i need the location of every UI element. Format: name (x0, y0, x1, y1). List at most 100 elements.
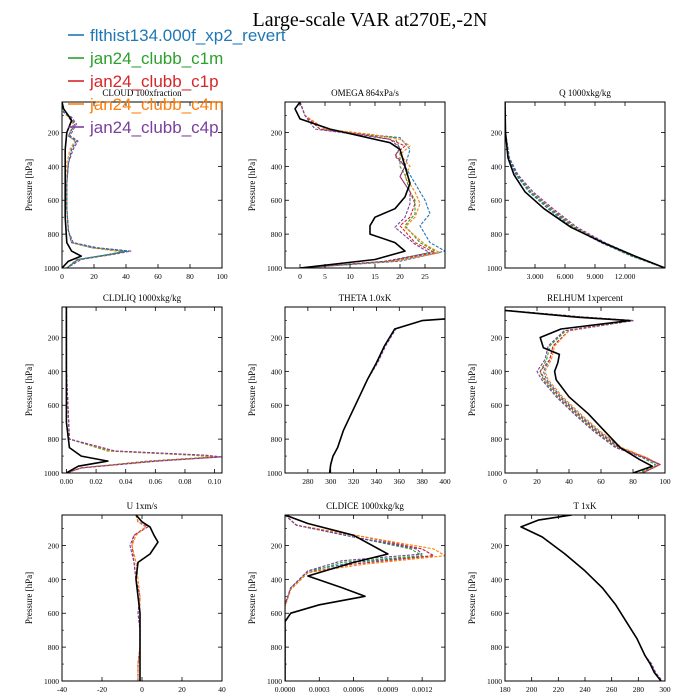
x-tick-label: 100 (659, 477, 671, 486)
x-tick-label: 20 (533, 477, 541, 486)
x-tick-label: 0.0012 (412, 685, 433, 694)
y-tick-label: 800 (48, 435, 60, 444)
legend-label: flthist134.000f_xp2_revert (90, 26, 286, 45)
x-tick-label: 0.10 (208, 477, 221, 486)
x-tick-label: 400 (439, 477, 451, 486)
y-tick-label: 600 (491, 196, 503, 205)
x-tick-label: 0.08 (178, 477, 191, 486)
x-tick-label: 280 (633, 685, 645, 694)
x-tick-label: 15 (371, 272, 379, 281)
y-tick-label: 600 (491, 401, 503, 410)
x-tick-label: 100 (216, 272, 228, 281)
y-tick-label: 400 (48, 162, 60, 171)
series-line (505, 309, 660, 473)
series-line (62, 102, 129, 268)
x-tick-label: 0.04 (119, 477, 132, 486)
y-tick-label: 600 (48, 401, 60, 410)
y-axis-label: Pressure [hPa] (24, 159, 34, 211)
x-tick-label: 0.0009 (378, 685, 399, 694)
panel: Q 1000xkg/kg 200 400 600 800 1000 3.000 6.000 9.… (467, 88, 666, 281)
y-axis-label: Pressure [hPa] (247, 364, 257, 416)
y-tick-label: 200 (491, 333, 503, 342)
x-tick-label: 60 (154, 272, 162, 281)
series-line (520, 515, 662, 681)
legend-item: flthist134.000f_xp2_revert (68, 26, 286, 45)
panel-title: CLDLIQ 1000xkg/kg (103, 293, 182, 303)
y-axis-label: Pressure [hPa] (247, 572, 257, 624)
y-tick-label: 1000 (267, 264, 282, 273)
y-tick-label: 400 (491, 162, 503, 171)
y-tick-label: 800 (491, 643, 503, 652)
y-tick-label: 800 (271, 643, 283, 652)
series-line (285, 515, 423, 681)
x-tick-label: 200 (526, 685, 538, 694)
x-tick-label: 340 (371, 477, 383, 486)
series-line (520, 515, 663, 681)
panel-title: U 1xm/s (127, 501, 158, 511)
y-tick-label: 800 (48, 643, 60, 652)
series-group (328, 318, 445, 473)
panel: U 1xm/s 200 400 600 800 1000-40 -20 0 20 40 Pressu… (24, 501, 226, 694)
series-line (135, 515, 159, 681)
y-tick-label: 800 (491, 435, 503, 444)
x-tick-label: 12.000 (615, 272, 636, 281)
panel-title: CLOUD 100xfraction (102, 88, 182, 98)
x-tick-label: 6.000 (557, 272, 574, 281)
x-tick-label: 280 (302, 477, 314, 486)
y-tick-label: 600 (48, 196, 60, 205)
x-tick-label: 0 (298, 272, 302, 281)
series-line (65, 307, 216, 473)
y-axis-label: Pressure [hPa] (467, 364, 477, 416)
series-line (65, 307, 222, 473)
y-tick-label: 600 (271, 196, 283, 205)
y-tick-label: 600 (491, 609, 503, 618)
panel-title: RELHUM 1xpercent (547, 293, 623, 303)
x-tick-label: 0 (60, 272, 64, 281)
panel-title: THETA 1.0xK (339, 293, 392, 303)
y-tick-label: 600 (48, 609, 60, 618)
series-line (294, 102, 411, 268)
y-tick-label: 400 (491, 575, 503, 584)
legend: flthist134.000f_xp2_revert jan24_clubb_c1… (68, 26, 286, 137)
x-tick-label: 380 (417, 477, 429, 486)
y-tick-label: 1000 (44, 469, 59, 478)
legend-label: jan24_clubb_c4p (89, 118, 219, 137)
series-line (505, 102, 665, 268)
series-line (520, 515, 662, 681)
x-tick-label: 40 (122, 272, 130, 281)
series-line (299, 102, 436, 268)
y-tick-label: 200 (271, 128, 283, 137)
series-line (285, 515, 445, 681)
x-tick-label: 80 (629, 477, 637, 486)
y-tick-label: 400 (271, 162, 283, 171)
series-line (505, 102, 665, 268)
y-tick-label: 200 (271, 333, 283, 342)
x-tick-label: 220 (553, 685, 565, 694)
legend-label: jan24_clubb_c1p (89, 72, 219, 91)
series-line (299, 102, 441, 268)
plot-frame (284, 306, 446, 474)
series-group (285, 515, 445, 681)
x-tick-label: 25 (421, 272, 429, 281)
plot-frame (504, 101, 666, 269)
panel-title: OMEGA 864xPa/s (331, 88, 399, 98)
plot-frame (284, 101, 446, 269)
series-line (505, 309, 660, 473)
x-tick-label: 60 (597, 477, 605, 486)
series-line (65, 307, 220, 473)
legend-item: jan24_clubb_c4p (68, 118, 219, 137)
y-tick-label: 200 (48, 333, 60, 342)
y-tick-label: 400 (491, 367, 503, 376)
y-tick-label: 800 (271, 230, 283, 239)
plot-frame (61, 306, 223, 474)
plot-frame (504, 306, 666, 474)
y-tick-label: 1000 (267, 469, 282, 478)
x-tick-label: 0.0003 (309, 685, 330, 694)
x-tick-label: 0 (503, 477, 507, 486)
y-tick-label: 800 (271, 435, 283, 444)
